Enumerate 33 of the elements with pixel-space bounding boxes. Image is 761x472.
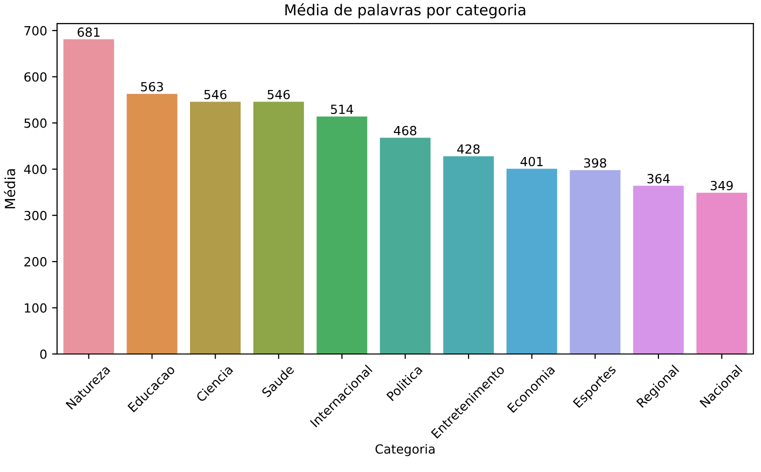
data-label: 401 [520,156,543,166]
chart-title: Média de palavras por categoria [285,3,526,18]
data-label: 398 [584,158,606,168]
bar [380,138,431,354]
data-label: 514 [330,104,354,114]
y-tick-label: 600 [24,72,47,82]
bar [443,156,494,354]
y-tick-label: 700 [24,26,47,36]
bar [253,102,304,354]
y-tick-label: 500 [24,118,47,128]
y-tick-label: 0 [40,349,47,359]
data-label: 681 [78,27,100,37]
data-label: 563 [141,82,163,92]
bar [633,186,684,354]
bar [126,94,178,354]
x-axis-title: Categoria [376,444,435,456]
data-label: 546 [268,90,290,100]
data-label: 546 [204,90,226,100]
y-tick-label: 400 [24,164,47,174]
bar [190,102,241,354]
bar [570,170,620,354]
bar [506,168,558,354]
y-tick-label: 300 [24,210,47,220]
y-axis-title: Média [4,169,16,208]
y-tick-label: 100 [24,303,47,313]
bar [63,39,114,354]
bar [316,116,368,354]
y-tick-label: 200 [24,257,47,267]
bar [696,192,748,354]
data-label: 428 [457,144,480,154]
data-label: 349 [710,180,733,190]
data-label: 468 [394,126,416,136]
data-label: 364 [647,174,670,184]
